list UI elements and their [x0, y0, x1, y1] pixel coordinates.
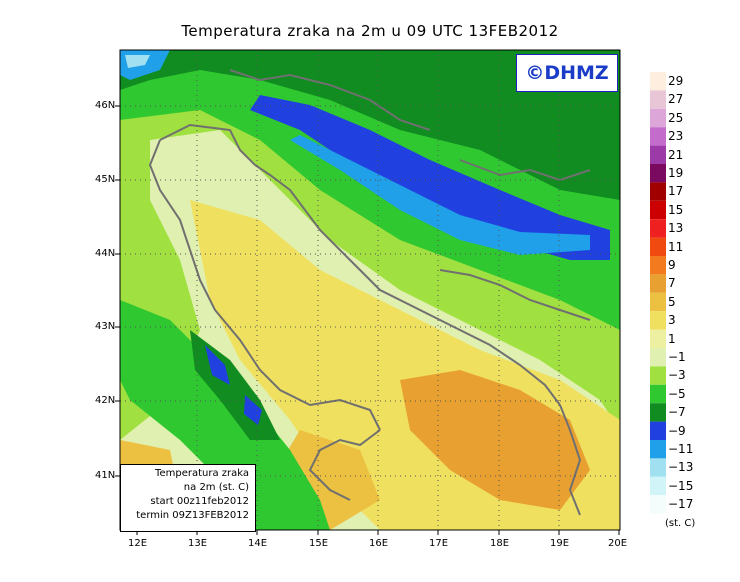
colorbar-swatch: [650, 164, 666, 183]
colorbar-swatch: [650, 440, 666, 459]
colorbar-swatch: [650, 348, 666, 367]
info-line-2: na 2m (st. C): [183, 482, 249, 493]
colorbar-label: 15: [668, 202, 684, 217]
colorbar-swatch: [650, 274, 666, 293]
colorbar-swatch: [650, 219, 666, 238]
lat-label-43n: 43N: [95, 321, 116, 332]
dhmz-logo: ©DHMZ: [516, 54, 618, 92]
colorbar-label: 9: [668, 258, 676, 272]
colorbar-label: −11: [668, 442, 694, 456]
colorbar-label: 1: [668, 331, 676, 346]
colorbar-label: −5: [668, 386, 686, 401]
colorbar-swatch: [650, 256, 666, 275]
colorbar-swatch: [650, 182, 666, 201]
colorbar-swatch: [650, 72, 666, 91]
colorbar-label: 17: [668, 184, 684, 199]
colorbar-swatch: [650, 384, 666, 404]
info-line-3: start 00z11feb2012: [150, 496, 249, 507]
colorbar-label: 27: [668, 92, 684, 107]
lon-label-13e: 13E: [188, 538, 208, 549]
lat-label-44n: 44N: [95, 248, 116, 259]
colorbar-swatch: [650, 292, 666, 312]
colorbar-label: 3: [668, 313, 676, 328]
colorbar-swatch: [650, 403, 666, 422]
colorbar-swatch: [650, 366, 666, 385]
colorbar-label: 25: [668, 110, 684, 125]
colorbar-swatch: [650, 200, 666, 220]
colorbar-label: −3: [668, 368, 686, 383]
colorbar-label: 29: [668, 74, 684, 88]
lon-label-12e: 12E: [128, 538, 148, 549]
colorbar-label: 19: [668, 166, 684, 180]
colorbar-swatch: [650, 311, 666, 330]
lon-label-18e: 18E: [490, 538, 510, 549]
lon-label-17e: 17E: [429, 538, 449, 549]
info-box: Temperatura zraka na 2m (st. C) start 00…: [120, 464, 256, 532]
colorbar-label: 5: [668, 294, 676, 309]
colorbar-label: 11: [668, 239, 684, 254]
colorbar-label: −15: [668, 478, 694, 493]
colorbar-label: −17: [668, 497, 694, 512]
colorbar-label: −1: [668, 350, 686, 364]
lon-label-19e: 19E: [550, 538, 570, 549]
lon-label-15e: 15E: [309, 538, 329, 549]
graticule: [120, 50, 620, 530]
colorbar-label: 23: [668, 129, 684, 144]
colorbar: [650, 72, 666, 514]
lat-label-46n: 46N: [95, 100, 116, 111]
colorbar-label: −9: [668, 423, 686, 438]
colorbar-swatch: [650, 476, 666, 496]
info-line-4: termin 09Z13FEB2012: [136, 510, 249, 521]
colorbar-swatch: [650, 90, 666, 109]
lat-label-45n: 45N: [95, 174, 116, 185]
colorbar-swatch: [650, 495, 666, 514]
lon-label-20e: 20E: [608, 538, 628, 549]
colorbar-label: 21: [668, 147, 684, 162]
colorbar-swatch: [650, 127, 666, 146]
map-title: Temperatura zraka na 2m u 09 UTC 13FEB20…: [181, 22, 559, 40]
colorbar-swatch: [650, 458, 666, 477]
lon-label-16e: 16E: [369, 538, 389, 549]
colorbar-label: −7: [668, 405, 686, 420]
colorbar-swatch: [650, 329, 666, 348]
temperature-field: [120, 50, 620, 530]
lon-label-14e: 14E: [248, 538, 268, 549]
colorbar-label: 7: [668, 276, 676, 291]
map-frame: [119, 49, 621, 531]
colorbar-label: −13: [668, 460, 694, 475]
colorbar-unit: (st. C): [665, 518, 696, 529]
lat-label-41n: 41N: [95, 470, 116, 481]
colorbar-swatch: [650, 421, 666, 440]
info-line-1: Temperatura zraka: [155, 468, 249, 479]
colorbar-swatch: [650, 108, 666, 128]
lat-label-42n: 42N: [95, 395, 116, 406]
colorbar-label: 13: [668, 221, 684, 236]
colorbar-swatch: [650, 145, 666, 164]
colorbar-swatch: [650, 237, 666, 256]
